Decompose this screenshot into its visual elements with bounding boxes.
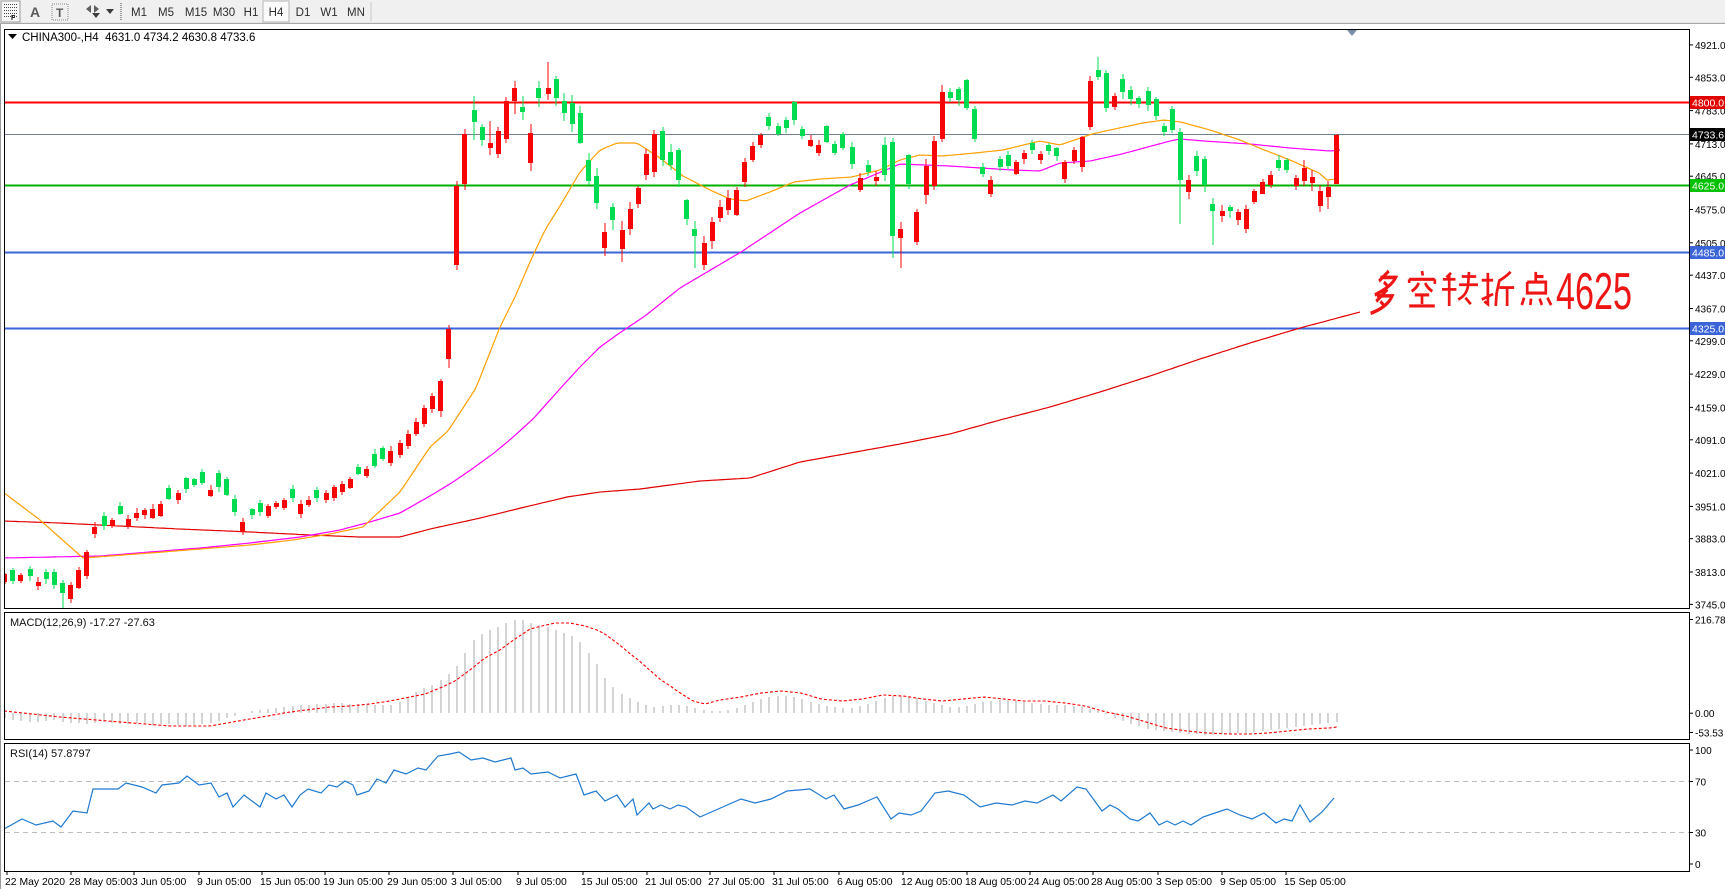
svg-text:H4: H4 [269, 7, 284, 19]
svg-text:3 Jun 05:00: 3 Jun 05:00 [132, 877, 187, 888]
svg-text:22 May 2020: 22 May 2020 [5, 877, 65, 888]
svg-text:M5: M5 [158, 7, 174, 19]
svg-text:4367.0: 4367.0 [1695, 305, 1725, 316]
svg-text:4437.0: 4437.0 [1695, 271, 1725, 282]
svg-text:3745.0: 3745.0 [1695, 600, 1725, 611]
svg-text:T: T [56, 6, 64, 20]
svg-text:4325.0: 4325.0 [1692, 324, 1724, 336]
svg-text:M1: M1 [131, 7, 147, 19]
svg-text:4159.0: 4159.0 [1695, 403, 1725, 414]
svg-text:9 Sep 05:00: 9 Sep 05:00 [1220, 877, 1276, 888]
svg-text:MACD(12,26,9) -17.27 -27.63: MACD(12,26,9) -17.27 -27.63 [10, 617, 155, 629]
svg-text:4921.0: 4921.0 [1695, 41, 1725, 52]
svg-text:4299.0: 4299.0 [1695, 337, 1725, 348]
svg-text:100: 100 [1695, 746, 1712, 757]
svg-text:3813.0: 3813.0 [1695, 568, 1725, 579]
svg-text:3951.0: 3951.0 [1695, 502, 1725, 513]
svg-text:4783.0: 4783.0 [1695, 107, 1725, 118]
svg-text:3 Sep 05:00: 3 Sep 05:00 [1156, 877, 1212, 888]
svg-text:F: F [11, 15, 16, 22]
svg-text:MN: MN [347, 7, 365, 19]
svg-text:4645.0: 4645.0 [1695, 172, 1725, 183]
svg-text:15 Sep 05:00: 15 Sep 05:00 [1284, 877, 1346, 888]
svg-text:4713.0: 4713.0 [1695, 140, 1725, 151]
svg-text:M30: M30 [213, 7, 235, 19]
svg-text:D1: D1 [296, 7, 311, 19]
svg-text:4021.0: 4021.0 [1695, 469, 1725, 480]
svg-text:70: 70 [1695, 778, 1707, 789]
svg-text:4625: 4625 [1556, 263, 1632, 321]
svg-text:4800.0: 4800.0 [1692, 98, 1724, 110]
svg-text:28 Aug 05:00: 28 Aug 05:00 [1091, 877, 1152, 888]
svg-text:9 Jul 05:00: 9 Jul 05:00 [516, 877, 567, 888]
svg-text:21 Jul 05:00: 21 Jul 05:00 [645, 877, 702, 888]
svg-text:4485.0: 4485.0 [1692, 248, 1724, 260]
svg-text:28 May 05:00: 28 May 05:00 [69, 877, 132, 888]
svg-text:4505.0: 4505.0 [1695, 239, 1725, 250]
svg-text:9 Jun 05:00: 9 Jun 05:00 [197, 877, 252, 888]
svg-text:4733.6: 4733.6 [1692, 130, 1724, 142]
svg-text:RSI(14) 57.8797: RSI(14) 57.8797 [10, 748, 91, 760]
svg-text:6 Aug 05:00: 6 Aug 05:00 [837, 877, 893, 888]
svg-text:A: A [30, 4, 40, 20]
svg-text:15 Jun 05:00: 15 Jun 05:00 [260, 877, 320, 888]
svg-text:29 Jun 05:00: 29 Jun 05:00 [387, 877, 447, 888]
svg-text:30: 30 [1695, 829, 1707, 840]
svg-text:-53.53: -53.53 [1695, 729, 1724, 740]
svg-text:4625.0: 4625.0 [1692, 181, 1724, 193]
svg-text:4091.0: 4091.0 [1695, 436, 1725, 447]
svg-text:CHINA300-,H4 4631.0 4734.2 46: CHINA300-,H4 4631.0 4734.2 4630.8 4733.6 [22, 32, 255, 44]
svg-text:4229.0: 4229.0 [1695, 370, 1725, 381]
svg-text:H1: H1 [244, 7, 259, 19]
svg-text:0: 0 [1695, 860, 1701, 871]
svg-text:3 Jul 05:00: 3 Jul 05:00 [451, 877, 502, 888]
svg-text:15 Jul 05:00: 15 Jul 05:00 [581, 877, 638, 888]
svg-text:0.00: 0.00 [1695, 709, 1715, 720]
svg-text:31 Jul 05:00: 31 Jul 05:00 [772, 877, 829, 888]
svg-text:4575.0: 4575.0 [1695, 206, 1725, 217]
svg-text:4853.0: 4853.0 [1695, 73, 1725, 84]
svg-text:M15: M15 [185, 7, 207, 19]
svg-text:216.78: 216.78 [1695, 616, 1725, 627]
svg-text:18 Aug 05:00: 18 Aug 05:00 [965, 877, 1026, 888]
svg-text:19 Jun 05:00: 19 Jun 05:00 [323, 877, 383, 888]
svg-text:24 Aug 05:00: 24 Aug 05:00 [1028, 877, 1089, 888]
svg-text:W1: W1 [320, 7, 337, 19]
svg-text:27 Jul 05:00: 27 Jul 05:00 [708, 877, 765, 888]
svg-text:12 Aug 05:00: 12 Aug 05:00 [901, 877, 962, 888]
svg-text:3883.0: 3883.0 [1695, 535, 1725, 546]
